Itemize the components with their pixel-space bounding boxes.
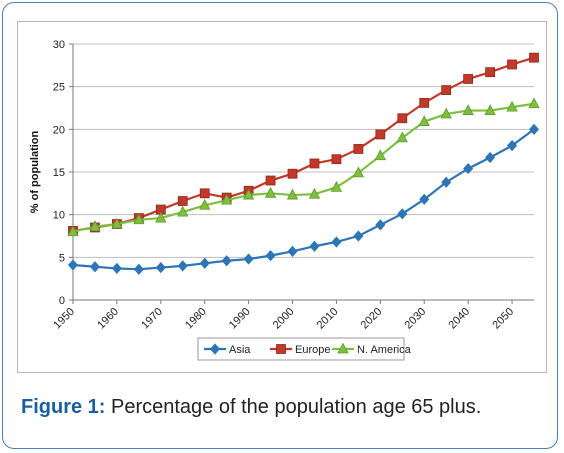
data-point-europe bbox=[177, 196, 188, 206]
data-point-europe bbox=[287, 168, 298, 179]
x-tick-label: 1970 bbox=[139, 306, 165, 332]
data-point-europe bbox=[199, 188, 210, 199]
data-point-europe bbox=[507, 59, 517, 70]
data-point-asia bbox=[177, 260, 188, 272]
data-point-asia bbox=[309, 240, 320, 252]
data-point-asia bbox=[111, 262, 122, 275]
data-point-n-america bbox=[440, 107, 452, 119]
y-axis-title: % of population bbox=[29, 130, 41, 213]
data-point-asia bbox=[155, 261, 166, 274]
data-point-n-america bbox=[308, 187, 321, 199]
legend-label-europe: Europe bbox=[295, 344, 330, 356]
x-tick-label: 2020 bbox=[359, 306, 385, 332]
data-point-asia bbox=[397, 208, 408, 220]
y-tick-label: 15 bbox=[53, 167, 65, 179]
series-line-europe bbox=[72, 56, 535, 232]
data-point-n-america bbox=[506, 100, 518, 112]
data-point-europe bbox=[485, 67, 495, 78]
y-tick-label: 25 bbox=[53, 82, 65, 94]
data-point-n-america bbox=[528, 97, 540, 109]
y-tick-label: 5 bbox=[59, 252, 65, 264]
data-point-asia bbox=[89, 261, 100, 273]
data-point-n-america bbox=[221, 193, 233, 205]
data-point-asia bbox=[528, 123, 540, 135]
data-point-asia bbox=[441, 176, 452, 188]
data-point-n-america bbox=[67, 225, 79, 237]
x-tick-label: 2050 bbox=[490, 306, 516, 332]
data-point-asia bbox=[243, 253, 254, 265]
x-tick-label: 2010 bbox=[315, 306, 341, 332]
line-chart: 0 5 10 15 20 25 30 1950 1960 1970 1980 1990 2000 2010… bbox=[29, 39, 540, 361]
data-point-asia bbox=[133, 263, 144, 275]
data-point-asia bbox=[375, 219, 386, 231]
data-point-europe bbox=[529, 52, 539, 63]
data-point-asia bbox=[221, 255, 232, 267]
data-point-n-america bbox=[330, 181, 343, 192]
data-point-n-america bbox=[155, 211, 167, 223]
data-point-europe bbox=[463, 74, 474, 84]
data-point-asia bbox=[67, 259, 79, 271]
x-tick-label: 1990 bbox=[227, 306, 253, 332]
data-point-europe bbox=[265, 175, 276, 186]
x-tick-label: 2000 bbox=[271, 306, 297, 332]
legend-label-n-america: N. America bbox=[357, 344, 412, 356]
data-point-n-america bbox=[374, 149, 386, 161]
legend-marker-europe bbox=[276, 344, 286, 354]
data-point-asia bbox=[419, 193, 430, 205]
data-point-n-america bbox=[352, 166, 365, 178]
data-point-n-america bbox=[396, 131, 408, 143]
data-point-asia bbox=[265, 250, 276, 262]
data-point-asia bbox=[353, 230, 364, 242]
data-point-n-america bbox=[177, 205, 189, 217]
data-point-europe bbox=[375, 129, 386, 140]
data-point-asia bbox=[507, 139, 518, 152]
data-point-n-america bbox=[484, 104, 496, 115]
data-point-asia bbox=[485, 151, 496, 164]
data-point-europe bbox=[353, 144, 364, 154]
data-point-n-america bbox=[133, 213, 145, 225]
x-tick-label: 1980 bbox=[183, 306, 209, 332]
data-point-europe bbox=[309, 158, 320, 169]
series-line-asia bbox=[72, 128, 535, 271]
data-point-n-america bbox=[264, 186, 277, 198]
data-point-n-america bbox=[462, 104, 474, 115]
data-point-europe bbox=[419, 97, 430, 108]
data-point-europe bbox=[397, 113, 408, 124]
chart-area: 0 5 10 15 20 25 30 1950 1960 1970 1980 1990 2000 2010… bbox=[17, 21, 547, 373]
y-tick-label: 0 bbox=[59, 295, 65, 307]
x-tick-label: 2030 bbox=[403, 306, 429, 332]
legend-marker-asia bbox=[209, 343, 221, 355]
y-tick-label: 30 bbox=[53, 39, 65, 51]
series-line-n-america bbox=[72, 102, 535, 233]
data-point-n-america bbox=[286, 188, 299, 200]
data-point-n-america bbox=[111, 217, 123, 229]
x-tick-label: 2040 bbox=[446, 306, 472, 332]
caption-text: Percentage of the population age 65 plus… bbox=[105, 396, 482, 418]
data-point-n-america bbox=[242, 188, 255, 200]
legend-label-asia: Asia bbox=[229, 344, 251, 356]
y-tick-label: 10 bbox=[53, 210, 65, 222]
caption-label: Figure 1: bbox=[21, 396, 106, 418]
data-point-n-america bbox=[418, 115, 430, 127]
figure-frame: 0 5 10 15 20 25 30 1950 1960 1970 1980 1990 2000 2010… bbox=[2, 2, 558, 449]
data-point-asia bbox=[331, 236, 342, 248]
data-point-asia bbox=[463, 162, 474, 175]
data-point-europe bbox=[331, 154, 342, 165]
data-point-europe bbox=[441, 85, 452, 95]
data-point-asia bbox=[287, 245, 298, 257]
y-tick-label: 20 bbox=[53, 124, 65, 136]
data-point-n-america bbox=[89, 220, 101, 232]
legend-marker-n-america bbox=[337, 342, 349, 354]
x-tick-label: 1960 bbox=[95, 306, 121, 332]
x-tick-label: 1950 bbox=[51, 306, 77, 332]
figure-caption: Figure 1: Percentage of the population a… bbox=[21, 396, 551, 419]
data-point-asia bbox=[199, 257, 210, 269]
data-point-n-america bbox=[199, 198, 211, 210]
legend-box bbox=[197, 337, 405, 361]
